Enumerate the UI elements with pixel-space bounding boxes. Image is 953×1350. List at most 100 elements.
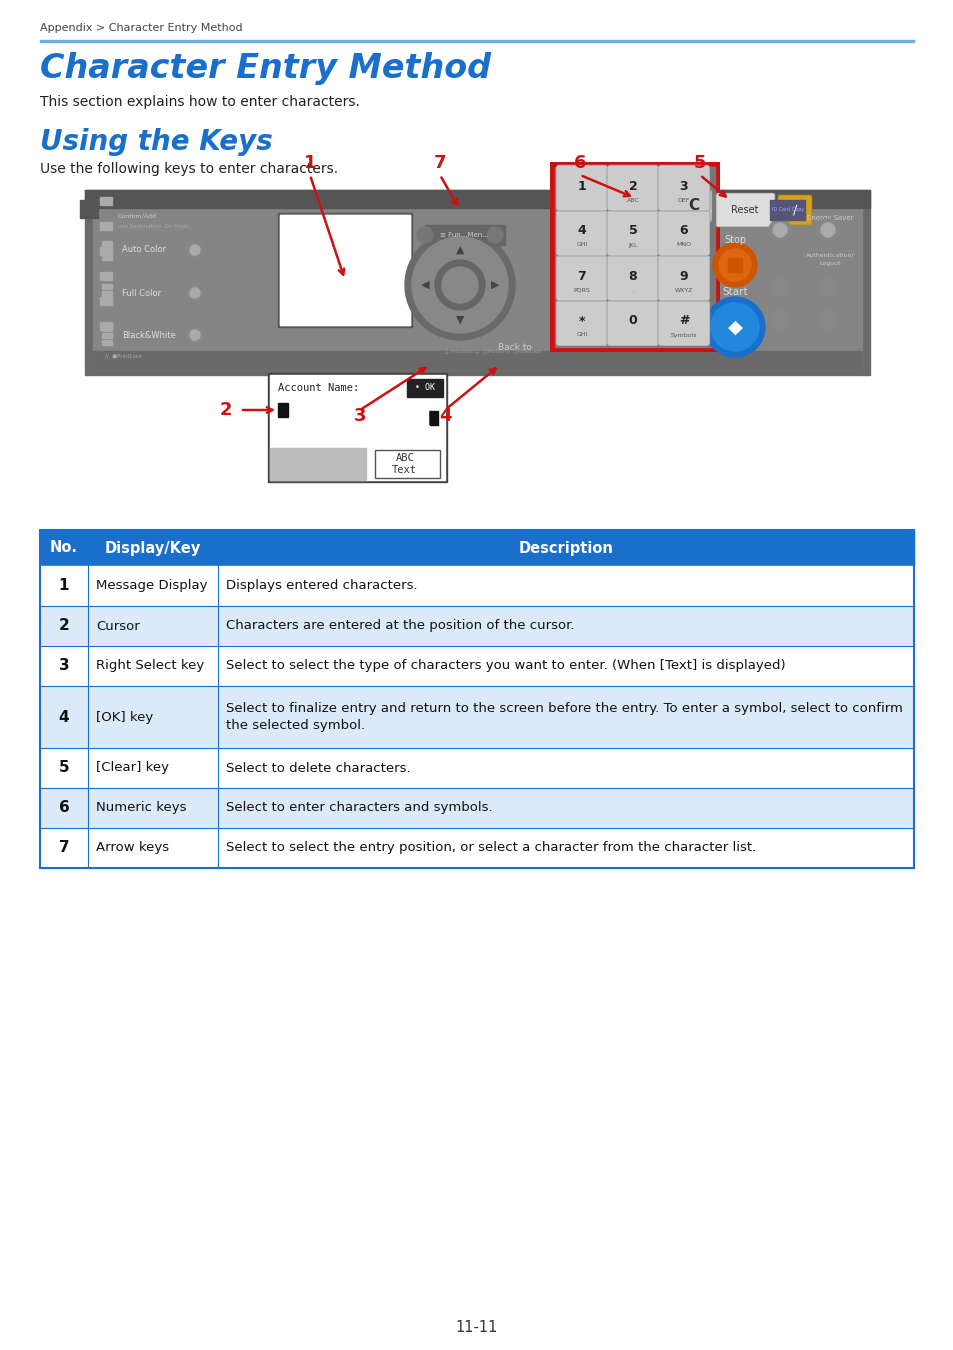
Text: 6: 6: [58, 801, 70, 815]
Bar: [40, 788, 913, 828]
Text: Arrow keys: Arrow keys: [96, 841, 169, 855]
Circle shape: [190, 329, 200, 340]
Circle shape: [769, 310, 789, 329]
Circle shape: [710, 302, 759, 351]
Text: Account Name:: Account Name:: [277, 383, 359, 393]
Text: 3: 3: [679, 180, 688, 193]
Text: ◀: ◀: [420, 279, 429, 290]
Circle shape: [187, 327, 203, 343]
Text: 0: 0: [628, 315, 637, 328]
Text: Stop: Stop: [723, 235, 745, 244]
Text: [OK] key: [OK] key: [96, 710, 153, 724]
Text: 7: 7: [59, 841, 70, 856]
Text: 1: 1: [577, 180, 586, 193]
Bar: [555, 167, 714, 347]
Bar: [277, 404, 288, 417]
Circle shape: [768, 219, 790, 242]
Bar: [100, 221, 112, 230]
Circle shape: [817, 277, 837, 297]
Text: 3: 3: [354, 406, 366, 425]
Circle shape: [486, 227, 502, 243]
Bar: [270, 448, 366, 481]
FancyBboxPatch shape: [556, 165, 607, 211]
Text: #: #: [678, 315, 688, 328]
Polygon shape: [430, 410, 437, 425]
Text: ≡ Fun...Men...: ≡ Fun...Men...: [440, 232, 489, 238]
Text: Cursor: Cursor: [96, 620, 139, 633]
Text: Reset: Reset: [731, 205, 758, 215]
Text: C: C: [688, 198, 699, 213]
FancyBboxPatch shape: [716, 193, 774, 227]
Bar: [102, 292, 112, 296]
Bar: [375, 450, 439, 478]
Text: Select to select the entry position, or select a character from the character li: Select to select the entry position, or …: [226, 841, 756, 855]
Text: 4: 4: [59, 710, 70, 725]
Circle shape: [772, 223, 786, 238]
Text: Symbols: Symbols: [670, 332, 697, 338]
Bar: [102, 298, 112, 302]
Bar: [40, 748, 913, 788]
Text: No.: No.: [50, 540, 78, 555]
Circle shape: [416, 227, 433, 243]
Text: Using the Keys: Using the Keys: [40, 128, 273, 157]
Bar: [40, 686, 913, 748]
Circle shape: [704, 297, 764, 356]
Text: Text: Text: [392, 464, 416, 475]
Circle shape: [190, 288, 200, 298]
FancyBboxPatch shape: [556, 211, 607, 256]
Text: Program: Program: [770, 215, 799, 221]
Text: GHI: GHI: [576, 243, 587, 247]
Bar: [102, 325, 112, 331]
Bar: [280, 215, 410, 325]
Text: [Clear] key: [Clear] key: [96, 761, 169, 775]
Bar: [270, 375, 444, 481]
Text: ABC: ABC: [395, 454, 414, 463]
Bar: [280, 215, 410, 325]
Text: Character Entry Method: Character Entry Method: [40, 53, 491, 85]
Text: Black&White: Black&White: [122, 331, 175, 339]
Bar: [100, 271, 112, 279]
Text: JKL: JKL: [628, 243, 638, 247]
Text: 5: 5: [59, 760, 70, 775]
Text: 2: 2: [58, 618, 70, 633]
Text: Select to select the type of characters you want to enter. (When [Text] is displ: Select to select the type of characters …: [226, 660, 785, 672]
Text: 6: 6: [679, 224, 688, 238]
Bar: [314, 359, 327, 367]
Text: 9: 9: [679, 270, 688, 282]
Bar: [268, 373, 447, 482]
Text: ID Card Copy: ID Card Copy: [771, 208, 803, 212]
Text: Select to finalize entry and return to the screen before the entry. To enter a s: Select to finalize entry and return to t…: [226, 702, 902, 732]
Bar: [407, 379, 442, 397]
Text: This section explains how to enter characters.: This section explains how to enter chara…: [40, 95, 359, 109]
Bar: [100, 297, 112, 305]
Circle shape: [769, 277, 789, 297]
FancyBboxPatch shape: [676, 190, 711, 221]
Bar: [92, 196, 862, 369]
Bar: [40, 39, 913, 42]
Text: use Destination  On Hook: use Destination On Hook: [118, 224, 188, 230]
Bar: [100, 323, 112, 329]
Text: Right Select key: Right Select key: [96, 660, 204, 672]
Text: 2: 2: [219, 401, 232, 418]
Text: ◆: ◆: [727, 317, 741, 336]
Text: Display/Key: Display/Key: [105, 540, 201, 555]
Bar: [85, 190, 869, 208]
Bar: [727, 258, 741, 271]
Text: 3: 3: [59, 659, 70, 674]
Bar: [355, 359, 367, 367]
Text: Full Color: Full Color: [122, 289, 161, 297]
Text: Characters are entered at the position of the cursor.: Characters are entered at the position o…: [226, 620, 574, 633]
Text: 1: 1: [59, 579, 70, 594]
Text: Appendix > Character Entry Method: Appendix > Character Entry Method: [40, 23, 242, 32]
Text: *: *: [578, 315, 584, 328]
Text: Description: Description: [518, 540, 613, 555]
Text: ⬛ Processing  ○Memory  ⬛Attention: ⬛ Processing ○Memory ⬛Attention: [444, 348, 541, 354]
FancyBboxPatch shape: [606, 165, 659, 211]
Bar: [424, 225, 504, 244]
Text: 7: 7: [434, 154, 446, 171]
FancyBboxPatch shape: [658, 165, 709, 211]
Circle shape: [712, 243, 757, 288]
FancyBboxPatch shape: [606, 211, 659, 256]
Bar: [40, 566, 913, 606]
Text: 1: 1: [303, 154, 315, 171]
